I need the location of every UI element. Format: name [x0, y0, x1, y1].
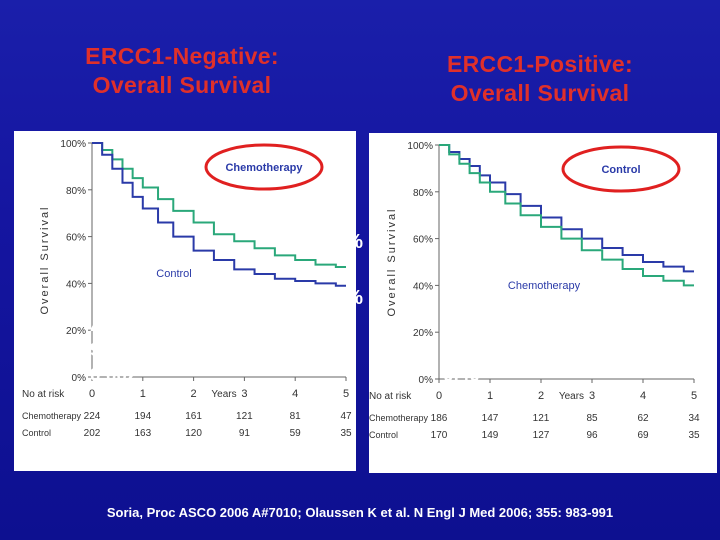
at-risk-value: 170: [431, 430, 448, 441]
at-risk-value: 202: [84, 428, 101, 439]
at-risk-value: 69: [637, 430, 649, 441]
highlight-ellipse: [204, 143, 324, 191]
x-tick-label: 3: [589, 390, 595, 402]
left-hazard-ratio: Adjusted HR = 0.65 95% PI [0.50-0.86], p…: [90, 313, 360, 388]
x-tick-label: 5: [343, 388, 349, 400]
right-km-panel: Overall Survival 0% 20% 40% 60% 80% 100% 0 1 2 3 4 5…: [369, 133, 717, 473]
x-tick-label: 5: [691, 390, 697, 402]
y-tick-label: 60%: [413, 235, 433, 246]
y-axis-label: Overall Survival: [39, 205, 51, 314]
y-tick-label: 80%: [413, 188, 433, 199]
x-axis-label: Years: [211, 389, 236, 400]
right-hr-line3: 0.40: [443, 365, 480, 386]
x-tick-label: 2: [538, 390, 544, 402]
at-risk-value: 121: [236, 411, 253, 422]
at-risk-value: 161: [185, 411, 202, 422]
right-chemo-pct: 40%: [657, 287, 698, 309]
y-tick-label: 0%: [72, 373, 87, 384]
left-hr-line1: Adjusted HR = 0.65: [90, 315, 263, 336]
y-tick-label: 60%: [66, 233, 86, 244]
x-tick-label: 0: [436, 390, 442, 402]
at-risk-value: 163: [134, 428, 151, 439]
at-risk-value: 149: [482, 430, 499, 441]
survival-curve-control: [92, 142, 346, 287]
y-tick-label: 80%: [66, 186, 86, 197]
left-title: ERCC1-Negative: Overall Survival: [52, 42, 312, 100]
legend-label-secondary: Control: [156, 268, 191, 280]
right-title-line1: ERCC1-Positive:: [447, 51, 633, 77]
at-risk-row-name: Control: [22, 428, 51, 438]
left-title-line2: Overall Survival: [92, 72, 272, 98]
legend-label-secondary: Chemotherapy: [508, 280, 581, 292]
right-hr-line1: Adjusted HR = 1.14,: [443, 315, 621, 336]
at-risk-value: 91: [239, 428, 251, 439]
x-tick-label: 2: [191, 388, 197, 400]
at-risk-value: 186: [431, 413, 448, 424]
y-tick-label: 20%: [413, 328, 433, 339]
at-risk-value: 35: [340, 428, 352, 439]
at-risk-value: 127: [533, 430, 550, 441]
left-hr-line2: 95% PI [0.50-0.86], p =: [90, 340, 289, 361]
highlight-ellipse: [561, 145, 681, 193]
citation: Soria, Proc ASCO 2006 A#7010; Olaussen K…: [106, 505, 614, 520]
at-risk-value: 194: [134, 411, 151, 422]
left-km-chart: Overall Survival 0% 20% 40% 60% 80% 100% 0 1 2 3 4 5…: [22, 139, 352, 439]
y-tick-label: 100%: [407, 141, 433, 152]
at-risk-value: 147: [482, 413, 499, 424]
at-risk-row-name: Chemotherapy: [22, 411, 82, 421]
legend-label-highlighted: Chemotherapy: [225, 162, 303, 174]
at-risk-label: No at risk: [22, 389, 65, 400]
at-risk-value: 121: [533, 413, 550, 424]
y-tick-label: 20%: [66, 326, 86, 337]
y-tick-label: 0%: [419, 375, 434, 386]
x-tick-label: 1: [487, 390, 493, 402]
right-hr-line2: 95% CI [0.84-1.55], p =: [443, 340, 643, 361]
y-axis-label: Overall Survival: [386, 207, 398, 316]
survival-curve-chemotherapy: [439, 144, 694, 287]
at-risk-value: 47: [340, 411, 352, 422]
at-risk-row-name: Control: [369, 430, 398, 440]
at-risk-value: 96: [586, 430, 598, 441]
x-tick-label: 1: [140, 388, 146, 400]
at-risk-value: 120: [185, 428, 202, 439]
right-hazard-ratio: Adjusted HR = 1.14, 95% CI [0.84-1.55], …: [443, 313, 713, 388]
y-tick-label: 40%: [66, 279, 86, 290]
left-title-line1: ERCC1-Negative:: [85, 43, 279, 69]
legend-label-highlighted: Control: [601, 164, 640, 176]
at-risk-value: 34: [688, 413, 700, 424]
survival-curve-chemotherapy: [92, 142, 346, 269]
right-title: ERCC1-Positive: Overall Survival: [410, 50, 670, 108]
left-hr-line3: 0.002: [90, 365, 138, 386]
x-tick-label: 3: [241, 388, 247, 400]
x-axis-label: Years: [559, 391, 584, 402]
x-tick-label: 4: [640, 390, 646, 402]
at-risk-value: 62: [637, 413, 649, 424]
at-risk-label: No at risk: [369, 391, 412, 402]
left-control-pct: 39%: [323, 287, 364, 309]
at-risk-value: 81: [290, 411, 302, 422]
survival-curve-control: [439, 144, 694, 273]
left-km-panel: Overall Survival 0% 20% 40% 60% 80% 100% 0 1 2 3 4 5…: [14, 131, 356, 471]
right-title-line2: Overall Survival: [450, 80, 630, 106]
y-tick-label: 40%: [413, 281, 433, 292]
x-tick-label: 4: [292, 388, 298, 400]
at-risk-value: 85: [586, 413, 598, 424]
at-risk-value: 224: [84, 411, 101, 422]
y-tick-label: 100%: [60, 139, 86, 150]
x-tick-label: 0: [89, 388, 95, 400]
left-chemo-pct: 47%: [323, 231, 364, 253]
at-risk-value: 59: [290, 428, 302, 439]
at-risk-row-name: Chemotherapy: [369, 413, 429, 423]
right-control-pct: 46%: [657, 229, 698, 251]
at-risk-value: 35: [688, 430, 700, 441]
